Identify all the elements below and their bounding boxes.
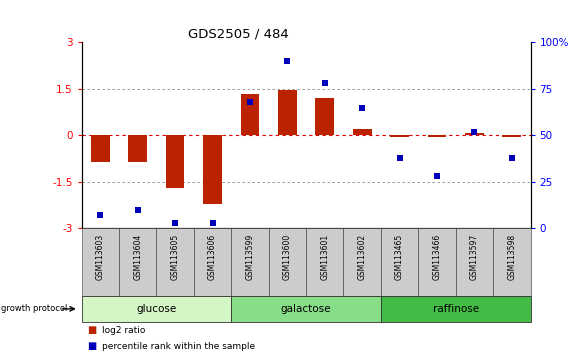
Text: GSM113466: GSM113466 [433, 234, 441, 280]
Text: GSM113599: GSM113599 [245, 234, 254, 280]
Point [245, 99, 255, 105]
Bar [493, 228, 531, 296]
Bar [231, 296, 381, 322]
Point [208, 220, 217, 225]
Point [170, 220, 180, 225]
Text: GSM113605: GSM113605 [171, 234, 180, 280]
Text: raffinose: raffinose [433, 304, 479, 314]
Bar [390, 136, 409, 137]
Bar [194, 228, 231, 296]
Point [507, 155, 517, 161]
Point [357, 105, 367, 110]
Bar [91, 136, 110, 162]
Text: glucose: glucose [136, 304, 177, 314]
Text: GSM113606: GSM113606 [208, 234, 217, 280]
Point [433, 173, 442, 179]
Text: GSM113465: GSM113465 [395, 234, 404, 280]
Point [133, 207, 142, 212]
Point [320, 81, 329, 86]
Bar [241, 93, 259, 136]
Bar [419, 228, 456, 296]
Text: GSM113603: GSM113603 [96, 234, 105, 280]
Text: ■: ■ [87, 325, 97, 335]
Bar [231, 228, 269, 296]
Bar [82, 296, 231, 322]
Text: growth protocol: growth protocol [1, 304, 68, 313]
Text: percentile rank within the sample: percentile rank within the sample [102, 342, 255, 350]
Text: ■: ■ [87, 341, 97, 351]
Text: galactose: galactose [281, 304, 331, 314]
Bar [465, 133, 484, 136]
Bar [269, 228, 306, 296]
Bar [381, 228, 419, 296]
Bar [166, 136, 184, 188]
Text: GSM113600: GSM113600 [283, 234, 292, 280]
Bar [128, 136, 147, 162]
Bar [456, 228, 493, 296]
Bar [503, 136, 521, 137]
Bar [82, 228, 119, 296]
Text: GSM113597: GSM113597 [470, 234, 479, 280]
Text: log2 ratio: log2 ratio [102, 326, 145, 335]
Text: GSM113598: GSM113598 [507, 234, 517, 280]
Point [96, 212, 105, 218]
Bar [156, 228, 194, 296]
Point [395, 155, 404, 161]
Bar [306, 228, 343, 296]
Bar [203, 136, 222, 204]
Bar [278, 91, 297, 136]
Point [470, 129, 479, 135]
Bar [381, 296, 531, 322]
Bar [119, 228, 156, 296]
Bar [343, 228, 381, 296]
Text: GSM113601: GSM113601 [320, 234, 329, 280]
Bar [353, 129, 371, 136]
Text: GDS2505 / 484: GDS2505 / 484 [188, 28, 289, 41]
Text: GSM113602: GSM113602 [358, 234, 367, 280]
Bar [428, 136, 447, 137]
Point [283, 58, 292, 64]
Bar [315, 98, 334, 136]
Text: GSM113604: GSM113604 [134, 234, 142, 280]
